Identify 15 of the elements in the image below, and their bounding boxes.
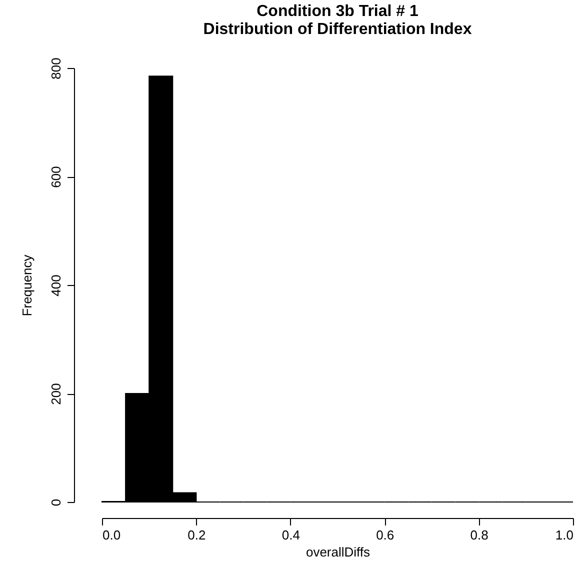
chart-subtitle: Distribution of Differentiation Index bbox=[203, 21, 472, 38]
y-tick-label: 200 bbox=[48, 383, 64, 405]
y-tick-label: 400 bbox=[48, 274, 64, 296]
x-tick-label: 0.0 bbox=[102, 528, 121, 542]
x-tick-label: 0.8 bbox=[470, 528, 488, 542]
y-tick-label: 600 bbox=[48, 166, 64, 188]
chart-title: Condition 3b Trial # 1 bbox=[256, 3, 418, 20]
x-tick-label: 0.4 bbox=[282, 528, 300, 542]
y-axis-title: Frequency bbox=[20, 254, 34, 316]
y-tick-label: 0 bbox=[48, 498, 64, 506]
x-tick-label: 0.2 bbox=[188, 528, 206, 542]
x-tick-label: 0.6 bbox=[376, 528, 394, 542]
x-tick-label: 1.0 bbox=[555, 528, 574, 542]
x-axis-title: overallDiffs bbox=[306, 544, 371, 560]
y-tick-label: 800 bbox=[48, 58, 64, 80]
